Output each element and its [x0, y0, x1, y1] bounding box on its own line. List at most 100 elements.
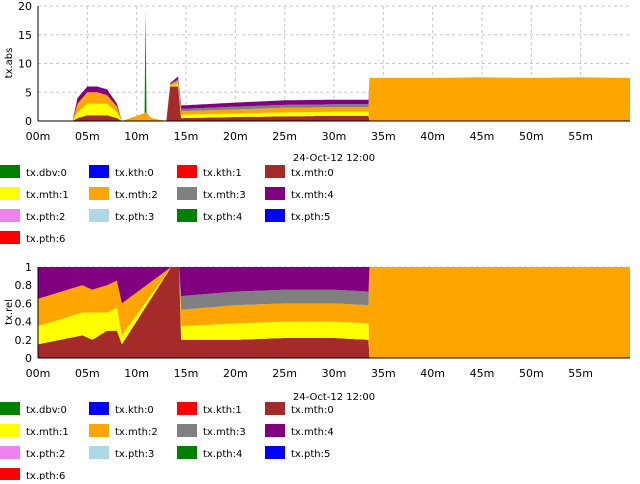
x-tick-label: 55m: [568, 367, 593, 380]
legend-swatch: [89, 187, 109, 200]
x-tick-label: 35m: [371, 130, 396, 143]
chart-2: 00m 05m 10m 15m 20m 25m 30m 35m 40m 45m 50m 55m 0 0.2…: [0, 261, 630, 482]
series-area-tx-mth-3: [38, 267, 630, 310]
legend-label: tx.pth:3: [115, 212, 154, 223]
legend-swatch: [0, 187, 20, 200]
legend: tx.dbv:0 tx.kth:0 tx.kth:1 tx.mth:0 tx.mth:1…: [0, 165, 334, 245]
legend-label: tx.mth:3: [203, 427, 246, 438]
series-area-tx-mth-1: [38, 267, 630, 358]
legend-label: tx.pth:2: [26, 449, 65, 460]
legend-label: tx.mth:3: [203, 190, 246, 201]
y-tick-label: 0: [25, 115, 32, 128]
legend-label: tx.pth:6: [26, 234, 65, 245]
legend-label: tx.dbv:0: [26, 405, 67, 416]
chart-1: 00m 05m 10m 15m 20m 25m 30m 35m 40m 45m 50m 55m 0 5 10…: [0, 0, 630, 245]
legend-swatch: [177, 446, 197, 459]
legend-swatch: [265, 424, 285, 437]
x-tick-label: 10m: [124, 130, 149, 143]
x-tick-label: 15m: [174, 130, 199, 143]
series-area-tx-mth-4: [38, 267, 630, 304]
legend-label: tx.mth:2: [115, 190, 158, 201]
x-tick-label: 25m: [272, 130, 297, 143]
legend-label: tx.kth:1: [203, 405, 242, 416]
x-tick-label: 30m: [322, 367, 347, 380]
x-tick-label: 25m: [272, 367, 297, 380]
legend-label: tx.kth:0: [115, 405, 154, 416]
legend-swatch: [265, 165, 285, 178]
y-tick-label: 0.8: [15, 279, 33, 292]
x-axis-label: 24-Oct-12 12:00: [293, 153, 375, 164]
legend-swatch: [89, 402, 109, 415]
y-tick-label: 10: [18, 58, 32, 71]
legend-label: tx.pth:6: [26, 471, 65, 480]
legend-swatch: [89, 165, 109, 178]
y-tick-label: 0.4: [15, 316, 33, 329]
x-tick-label: 40m: [420, 367, 445, 380]
series-area-tx-mth-0: [38, 86, 630, 121]
legend-swatch: [0, 446, 20, 459]
legend-label: tx.kth:1: [203, 168, 242, 179]
x-tick-label: 20m: [223, 130, 248, 143]
legend-swatch: [0, 468, 20, 481]
y-tick-label: 0.6: [15, 297, 33, 310]
legend-swatch: [265, 209, 285, 222]
x-tick-label: 05m: [75, 130, 100, 143]
x-tick-label: 35m: [371, 367, 396, 380]
x-tick-label: 45m: [470, 130, 495, 143]
y-axis-label: tx.abs: [4, 48, 15, 79]
legend-label: tx.dbv:0: [26, 168, 67, 179]
y-tick-label: 15: [18, 29, 32, 42]
x-tick-label: 05m: [75, 367, 100, 380]
y-tick-label: 20: [18, 0, 32, 13]
series-area-tx-mth-3: [38, 77, 630, 121]
series-area-tx-mth-2: [38, 267, 630, 358]
legend-label: tx.mth:0: [291, 168, 334, 179]
legend-label: tx.pth:4: [203, 449, 242, 460]
legend-label: tx.mth:1: [26, 427, 69, 438]
y-axis-label: tx.rel: [4, 299, 15, 325]
legend-swatch: [177, 187, 197, 200]
y-tick-label: 5: [25, 86, 32, 99]
legend-swatch: [89, 424, 109, 437]
x-tick-label: 55m: [568, 130, 593, 143]
x-tick-label: 00m: [26, 130, 51, 143]
legend-swatch: [89, 209, 109, 222]
series-area-tx-mth-0: [38, 267, 630, 358]
legend-swatch: [0, 424, 20, 437]
series-area-tx-mth-2: [38, 77, 630, 121]
legend-swatch: [0, 209, 20, 222]
legend-swatch: [0, 402, 20, 415]
x-tick-label: 20m: [223, 367, 248, 380]
legend-swatch: [0, 165, 20, 178]
x-tick-label: 30m: [322, 130, 347, 143]
legend-swatch: [265, 402, 285, 415]
legend-label: tx.mth:0: [291, 405, 334, 416]
legend-label: tx.pth:4: [203, 212, 242, 223]
legend-label: tx.mth:2: [115, 427, 158, 438]
x-tick-label: 10m: [124, 367, 149, 380]
legend-label: tx.mth:4: [291, 427, 334, 438]
legend-swatch: [265, 187, 285, 200]
legend-label: tx.pth:5: [291, 449, 330, 460]
x-tick-label: 50m: [519, 130, 544, 143]
x-tick-label: 00m: [26, 367, 51, 380]
legend-label: tx.pth:5: [291, 212, 330, 223]
legend-label: tx.mth:1: [26, 190, 69, 201]
y-tick-label: 0.2: [15, 334, 33, 347]
x-tick-label: 15m: [174, 367, 199, 380]
legend-label: tx.pth:3: [115, 449, 154, 460]
legend-swatch: [177, 209, 197, 222]
legend-swatch: [177, 424, 197, 437]
legend-swatch: [0, 231, 20, 244]
legend-swatch: [265, 446, 285, 459]
x-tick-label: 45m: [470, 367, 495, 380]
y-tick-label: 0: [25, 352, 32, 365]
legend: tx.dbv:0 tx.kth:0 tx.kth:1 tx.mth:0 tx.mth:1…: [0, 402, 334, 482]
x-tick-label: 40m: [420, 130, 445, 143]
x-axis-label: 24-Oct-12 12:00: [293, 392, 375, 403]
y-tick-label: 1: [25, 261, 32, 274]
legend-label: tx.pth:2: [26, 212, 65, 223]
legend-label: tx.kth:0: [115, 168, 154, 179]
